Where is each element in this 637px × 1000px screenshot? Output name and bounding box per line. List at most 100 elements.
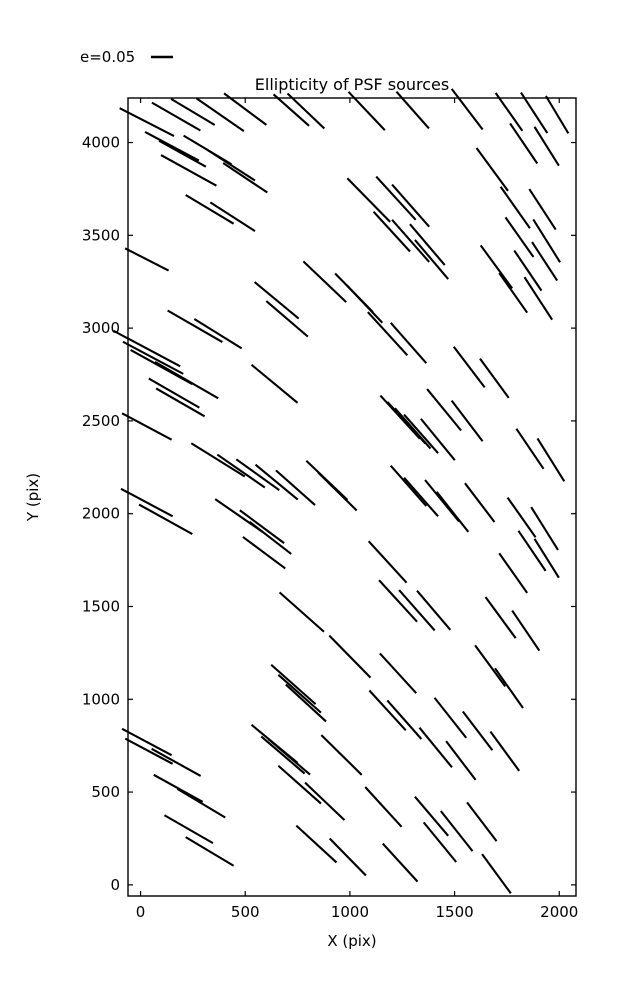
y-tick-label: 500 [91,783,120,801]
y-axis: 0 500 1000 1500 2000 2500 3000 3500 4000 Y (pix) [24,134,576,894]
whisker-segment [193,318,243,350]
whisker-segment [121,727,173,757]
whisker-segment [151,747,202,777]
whisker-segment [504,216,535,258]
whisker-segment [484,596,517,639]
whisker-segment [317,471,358,512]
whisker-segment [414,239,449,280]
whisker-segment [494,667,524,709]
x-tick-label: 2000 [540,903,578,921]
whisker-segment [302,260,347,303]
whisker-segment [386,699,423,740]
whisker-segment [517,530,547,572]
y-tick-label: 2000 [82,505,120,523]
whisker-segment [499,186,531,229]
legend-label: e=0.05 [80,48,135,66]
whisker-segment [239,509,285,544]
whisker-segment [445,740,477,781]
whisker-segment [474,644,507,688]
y-tick-label: 0 [110,876,120,894]
whisker-segment [452,346,486,389]
whisker-segment [190,442,246,478]
whisker-segment [119,107,175,137]
whisker-layer [112,88,570,894]
whisker-segment [253,281,300,320]
whisker-segment [494,92,524,132]
y-axis-label: Y (pix) [24,473,42,522]
whisker-segment [176,787,226,819]
whisker-segment [185,194,235,225]
whisker-segment [160,154,217,187]
whisker-segment [545,95,570,134]
whisker-segment [389,322,428,364]
whisker-segment [275,469,316,506]
whisker-segment [222,162,268,194]
y-tick-label: 3500 [82,226,120,244]
whisker-segment [304,781,346,821]
whisker-segment [389,464,428,507]
x-tick-label: 0 [136,903,146,921]
whisker-segment [414,795,449,837]
whisker-segment [381,842,419,883]
whisker-segment [328,634,372,679]
whisker-segment [513,249,543,292]
whisker-segment [209,201,256,233]
x-tick-label: 1500 [435,903,473,921]
whisker-segment [121,412,173,441]
whisker-segment [144,130,200,162]
whisker-segment [346,177,391,223]
whisker-segment [285,683,327,723]
whisker-segment [435,491,470,533]
whisker-segment [528,188,557,231]
whisker-segment [205,148,256,182]
whisker-segment [195,97,245,133]
whisker-segment [426,388,462,432]
x-axis: 0 500 1000 1500 2000 X (pix) [136,98,578,950]
whisker-segment [450,88,484,131]
whisker-segment [367,311,409,357]
whisker-segment [379,652,418,694]
whisker-segment [420,418,456,461]
whisker-segment [464,482,496,523]
whisker-segment [481,853,512,894]
whisker-segment [163,814,214,845]
y-tick-label: 3000 [82,319,120,337]
whisker-segment [515,428,545,470]
whisker-segment [124,737,174,765]
whisker-segment [216,453,266,489]
whisker-segment [523,276,554,321]
whisker-segment [286,92,326,130]
whisker-segment [422,821,457,863]
whisker-segment [151,101,201,132]
whisker-segment [466,801,498,842]
whisker-segment [536,437,566,482]
whisker-segment [122,340,184,375]
whisker-segment [531,241,559,282]
whisker-segment [265,300,309,338]
whisker-segment [158,139,207,168]
legend: e=0.05 [80,48,173,66]
whisker-segment [418,727,453,769]
whisker-segment [277,674,322,714]
y-tick-label: 4000 [82,134,120,152]
whisker-segment [267,738,311,776]
whisker-segment [520,92,549,134]
whisker-segment [154,360,219,400]
whisker-segment [533,126,560,167]
whisker-segment [277,764,322,805]
whisker-segment [433,697,468,739]
whisker-segment [167,309,223,343]
whisker-segment [511,609,541,652]
x-axis-label: X (pix) [327,932,376,950]
whisker-segment [372,211,411,253]
whisker-segment [439,810,474,852]
whisker-segment [367,540,408,584]
whisker-segment [364,786,403,828]
whisker-segment [120,487,174,518]
whisker-segment [498,272,529,314]
whisker-segment [398,589,436,632]
whisker-segment [260,735,306,775]
whisker-segment [391,219,430,263]
whisker-segment [270,663,317,705]
